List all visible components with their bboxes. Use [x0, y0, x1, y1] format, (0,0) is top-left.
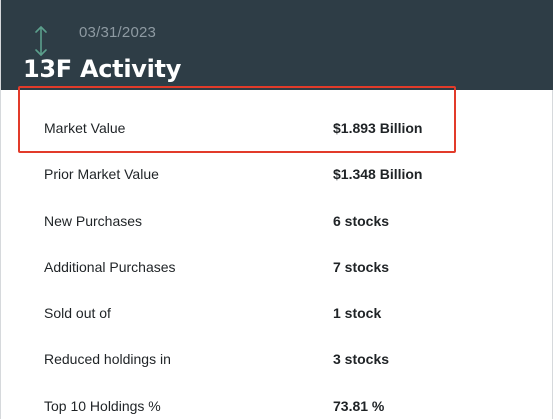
row-top-10-holdings: Top 10 Holdings % 73.81 %	[1, 382, 553, 419]
row-label: Top 10 Holdings %	[44, 397, 161, 414]
row-additional-purchases: Additional Purchases 7 stocks	[1, 243, 553, 289]
row-label: Reduced holdings in	[44, 351, 171, 368]
row-value: $1.893 Billion	[333, 120, 423, 136]
filing-date: 03/31/2023	[79, 24, 157, 41]
panel-header: 03/31/2023 13F Activity	[1, 0, 553, 90]
row-sold-out-of: Sold out of 1 stock	[1, 289, 553, 335]
row-value: 73.81 %	[333, 397, 385, 414]
row-label: Additional Purchases	[44, 258, 176, 275]
row-label: New Purchases	[44, 212, 143, 229]
page-title: 13F Activity	[23, 55, 182, 83]
row-value: 7 stocks	[333, 258, 390, 275]
row-label: Prior Market Value	[44, 166, 159, 183]
row-value: 6 stocks	[333, 212, 390, 229]
row-label: Sold out of	[44, 305, 111, 322]
row-reduced-holdings: Reduced holdings in 3 stocks	[1, 335, 553, 381]
row-prior-market-value: Prior Market Value $1.348 Billion	[1, 150, 553, 196]
row-market-value: Market Value $1.893 Billion	[1, 104, 553, 150]
row-label: Market Value	[44, 120, 126, 136]
sort-arrows-icon[interactable]	[31, 24, 51, 58]
activity-list: Market Value $1.893 Billion Prior Market…	[1, 104, 553, 419]
row-new-purchases: New Purchases 6 stocks	[1, 197, 553, 243]
row-value: 1 stock	[333, 305, 382, 322]
row-value: 3 stocks	[333, 351, 390, 368]
row-value: $1.348 Billion	[333, 166, 423, 183]
